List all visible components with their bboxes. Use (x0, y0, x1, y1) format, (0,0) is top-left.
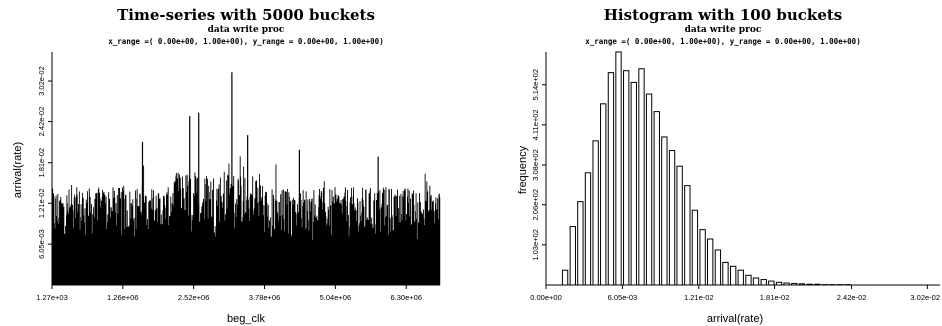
timeseries-range-text: x_range =( 0.00e+00, 1.00e+00), y_range … (108, 37, 383, 46)
histogram-bar (668, 150, 676, 286)
histogram-chart: Histogram with 100 buckets data write pr… (517, 6, 940, 325)
histogram-axes: 0.00e+00 6.05e-03 1.21e-02 1.81e-02 2.42e-02… (530, 52, 940, 302)
histogram-x-tick-label: 0.00e+00 (530, 293, 562, 302)
histogram-bar (699, 229, 706, 286)
timeseries-x-tick-label: 5.04e+06 (320, 293, 352, 302)
histogram-bar (561, 269, 569, 286)
histogram-bar (760, 279, 767, 286)
histogram-bar (592, 140, 599, 286)
histogram-bar (768, 280, 775, 286)
histogram-bar (752, 277, 760, 286)
timeseries-y-label: arrival(rate) (12, 142, 24, 198)
timeseries-title: Time-series with 5000 buckets (117, 6, 375, 24)
histogram-subtitle: data write proc (685, 25, 762, 35)
histogram-bar (737, 269, 744, 286)
timeseries-axes: 1.27e+03 1.26e+06 2.52e+06 3.78e+06 5.04e+06… (36, 52, 440, 302)
histogram-x-tick-label: 6.05e-03 (608, 293, 638, 302)
histogram-bar (577, 201, 584, 286)
timeseries-x-tick-label: 3.78e+06 (249, 293, 281, 302)
timeseries-chart: Time-series with 5000 buckets data write… (12, 6, 441, 325)
histogram-bar (645, 93, 653, 286)
timeseries-x-tick-label: 2.52e+06 (178, 293, 210, 302)
histogram-y-tick-label: 2.06e+02 (531, 189, 540, 221)
timeseries-subtitle: data write proc (208, 25, 285, 35)
histogram-bar (607, 72, 615, 286)
histogram-title: Histogram with 100 buckets (604, 6, 843, 24)
histogram-bar (661, 136, 668, 286)
histogram-bar (630, 81, 637, 286)
histogram-bar (615, 51, 622, 286)
histogram-bar (600, 103, 607, 286)
timeseries-base-fill (52, 241, 440, 285)
histogram-x-tick-label: 1.81e-02 (760, 293, 790, 302)
timeseries-x-tick-label: 1.26e+06 (107, 293, 139, 302)
histogram-y-label: frequency (517, 145, 529, 194)
histogram-y-tick-label: 5.14e+02 (531, 69, 540, 101)
timeseries-x-tick-label: 6.30e+06 (391, 293, 423, 302)
histogram-bar (714, 249, 722, 286)
histogram-x-tick-label: 3.02e-02 (910, 293, 940, 302)
timeseries-bars (51, 72, 441, 285)
histogram-bar (584, 172, 592, 286)
histogram-x-tick-label: 1.21e-02 (684, 293, 714, 302)
timeseries-y-tick-label: 3.02e-02 (37, 66, 46, 96)
histogram-bar (638, 68, 645, 286)
histogram-bar (745, 274, 752, 286)
histogram-bar (653, 111, 660, 286)
histogram-x-tick-label: 2.42e-02 (837, 293, 867, 302)
timeseries-x-tick-label: 1.27e+03 (36, 293, 68, 302)
histogram-bar (722, 261, 729, 286)
timeseries-y-tick-label: 2.42e-02 (37, 107, 46, 137)
histogram-bar (676, 165, 683, 286)
histogram-bars (561, 51, 851, 286)
histogram-bar (623, 70, 630, 286)
histogram-bar (684, 185, 691, 286)
histogram-bar (569, 226, 576, 286)
histogram-bar (730, 265, 737, 286)
histogram-bar (691, 209, 699, 286)
timeseries-y-tick-label: 6.05e-03 (37, 229, 46, 259)
histogram-bar (707, 238, 714, 286)
histogram-x-label: arrival(rate) (707, 313, 763, 325)
timeseries-x-label: beg_clk (227, 313, 265, 325)
timeseries-y-tick-label: 1.21e-02 (37, 188, 46, 218)
histogram-y-tick-label: 3.08e+02 (531, 149, 540, 181)
timeseries-y-tick-label: 1.81e-02 (37, 148, 46, 178)
histogram-y-tick-label: 4.11e+02 (531, 109, 540, 140)
histogram-y-tick-label: 1.03e+02 (531, 229, 540, 261)
histogram-range-text: x_range =( 0.00e+00, 1.00e+00), y_range … (585, 37, 860, 46)
